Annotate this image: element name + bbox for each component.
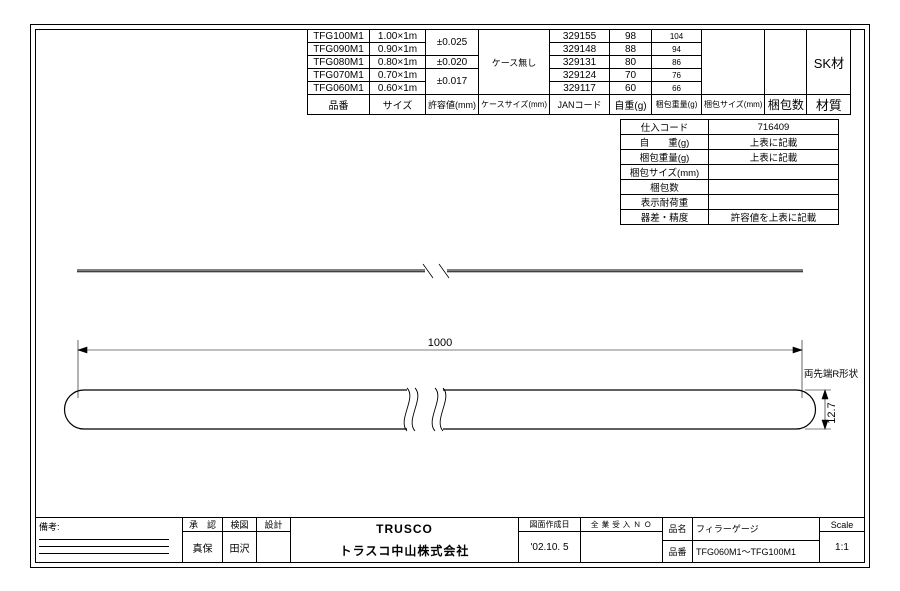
check-cell: 検図 田沢 xyxy=(223,518,257,563)
table-header: 梱包重量(g) xyxy=(652,95,702,115)
job-value xyxy=(581,532,662,563)
design-label: 設計 xyxy=(257,518,290,532)
date-cell: 図面作成日 '02.10. 5 xyxy=(519,518,581,563)
table-header: 自重(g) xyxy=(610,95,652,115)
table-cell: TFG090M1 xyxy=(308,43,370,56)
approve-value: 真保 xyxy=(183,532,222,563)
table-cell: TFG100M1 xyxy=(308,30,370,43)
table-cell: 88 xyxy=(610,43,652,56)
table-cell: 104 xyxy=(652,30,702,43)
product-cell: 品名 フィラーゲージ 品番 TFG060M1～TFG100M1 xyxy=(663,518,820,563)
table-cell: TFG070M1 xyxy=(308,69,370,82)
table-cell xyxy=(765,30,807,95)
table-cell: 86 xyxy=(652,56,702,69)
meta-table: 仕入コード716409自 重(g)上表に記載梱包重量(g)上表に記載梱包サイズ(… xyxy=(620,119,839,225)
prod-no-label: 品番 xyxy=(663,541,693,564)
table-cell: 716409 xyxy=(709,120,839,135)
table-cell: 0.90×1m xyxy=(370,43,426,56)
table-cell: 許容値を上表に記載 xyxy=(709,210,839,225)
table-cell: ±0.025 xyxy=(426,30,479,56)
table-cell: 80 xyxy=(610,56,652,69)
table-cell: ケース無し xyxy=(479,30,550,95)
table-cell: 仕入コード xyxy=(621,120,709,135)
check-label: 検図 xyxy=(223,518,256,532)
table-header: 材質 xyxy=(807,95,851,115)
approval-cell: 承 認 真保 xyxy=(183,518,223,563)
company-name: トラスコ中山株式会社 xyxy=(340,542,470,559)
remarks-cell: 備考: xyxy=(35,518,183,563)
table-header: 許容値(mm) xyxy=(426,95,479,115)
design-value xyxy=(257,532,290,563)
prod-no-value: TFG060M1～TFG100M1 xyxy=(693,545,819,558)
table-cell: 329117 xyxy=(550,82,610,95)
table-cell: 329148 xyxy=(550,43,610,56)
date-value: '02.10. 5 xyxy=(519,532,580,563)
technical-drawing: 1000 xyxy=(35,230,865,470)
table-header: サイズ xyxy=(370,95,426,115)
scale-label: Scale xyxy=(820,518,864,532)
table-header: JANコード xyxy=(550,95,610,115)
table-cell: 梱包サイズ(mm) xyxy=(621,165,709,180)
table-cell: 329131 xyxy=(550,56,610,69)
width-dimension: 12.7 xyxy=(826,402,838,423)
table-cell: 表示耐荷重 xyxy=(621,195,709,210)
table-cell: 1.00×1m xyxy=(370,30,426,43)
table-cell: 上表に記載 xyxy=(709,135,839,150)
remarks-label: 備考: xyxy=(39,520,60,533)
table-cell: 60 xyxy=(610,82,652,95)
company-cell: TRUSCO トラスコ中山株式会社 xyxy=(291,518,519,563)
job-cell: 全 業 受 入 Ｎ Ｏ xyxy=(581,518,663,563)
table-cell: 梱包重量(g) xyxy=(621,150,709,165)
table-cell: ±0.020 xyxy=(426,56,479,69)
table-cell: 329124 xyxy=(550,69,610,82)
table-cell: 上表に記載 xyxy=(709,150,839,165)
table-cell: 94 xyxy=(652,43,702,56)
length-dimension: 1000 xyxy=(428,337,452,349)
prod-name-value: フィラーゲージ xyxy=(693,522,819,535)
table-cell: SK材 xyxy=(807,30,851,95)
table-cell: TFG060M1 xyxy=(308,82,370,95)
table-cell: 76 xyxy=(652,69,702,82)
table-cell: 329155 xyxy=(550,30,610,43)
table-cell: ±0.017 xyxy=(426,69,479,95)
table-header: 梱包数 xyxy=(765,95,807,115)
table-cell: 98 xyxy=(610,30,652,43)
check-value: 田沢 xyxy=(223,532,256,563)
company-logo-text: TRUSCO xyxy=(376,522,433,536)
table-cell: 0.70×1m xyxy=(370,69,426,82)
end-shape-note: 両先端R形状 xyxy=(804,368,859,380)
table-header: 品番 xyxy=(308,95,370,115)
table-cell: 自 重(g) xyxy=(621,135,709,150)
table-cell: 66 xyxy=(652,82,702,95)
table-cell xyxy=(709,195,839,210)
table-cell: 器差・精度 xyxy=(621,210,709,225)
approve-label: 承 認 xyxy=(183,518,222,532)
date-label: 図面作成日 xyxy=(519,518,580,532)
table-header: 梱包サイズ(mm) xyxy=(702,95,765,115)
scale-cell: Scale 1:1 xyxy=(820,518,864,563)
job-label: 全 業 受 入 Ｎ Ｏ xyxy=(581,518,662,532)
table-cell: 0.80×1m xyxy=(370,56,426,69)
table-cell: TFG080M1 xyxy=(308,56,370,69)
table-cell xyxy=(709,165,839,180)
table-cell xyxy=(702,30,765,95)
design-cell: 設計 xyxy=(257,518,291,563)
spec-table: TFG100M11.00×1m±0.025ケース無し32915598104 SK材… xyxy=(307,29,851,115)
table-cell: 0.60×1m xyxy=(370,82,426,95)
prod-name-label: 品名 xyxy=(663,518,693,540)
drawing-sheet: TFG100M11.00×1m±0.025ケース無し32915598104 SK材… xyxy=(0,0,900,591)
table-header: ケースサイズ(mm) xyxy=(479,95,550,115)
table-cell xyxy=(709,180,839,195)
table-cell: 70 xyxy=(610,69,652,82)
title-block: 備考: 承 認 真保 検図 田沢 設計 TRUSCO トラスコ中山株式会社 図面… xyxy=(35,517,865,563)
table-cell: 梱包数 xyxy=(621,180,709,195)
scale-value: 1:1 xyxy=(820,532,864,563)
